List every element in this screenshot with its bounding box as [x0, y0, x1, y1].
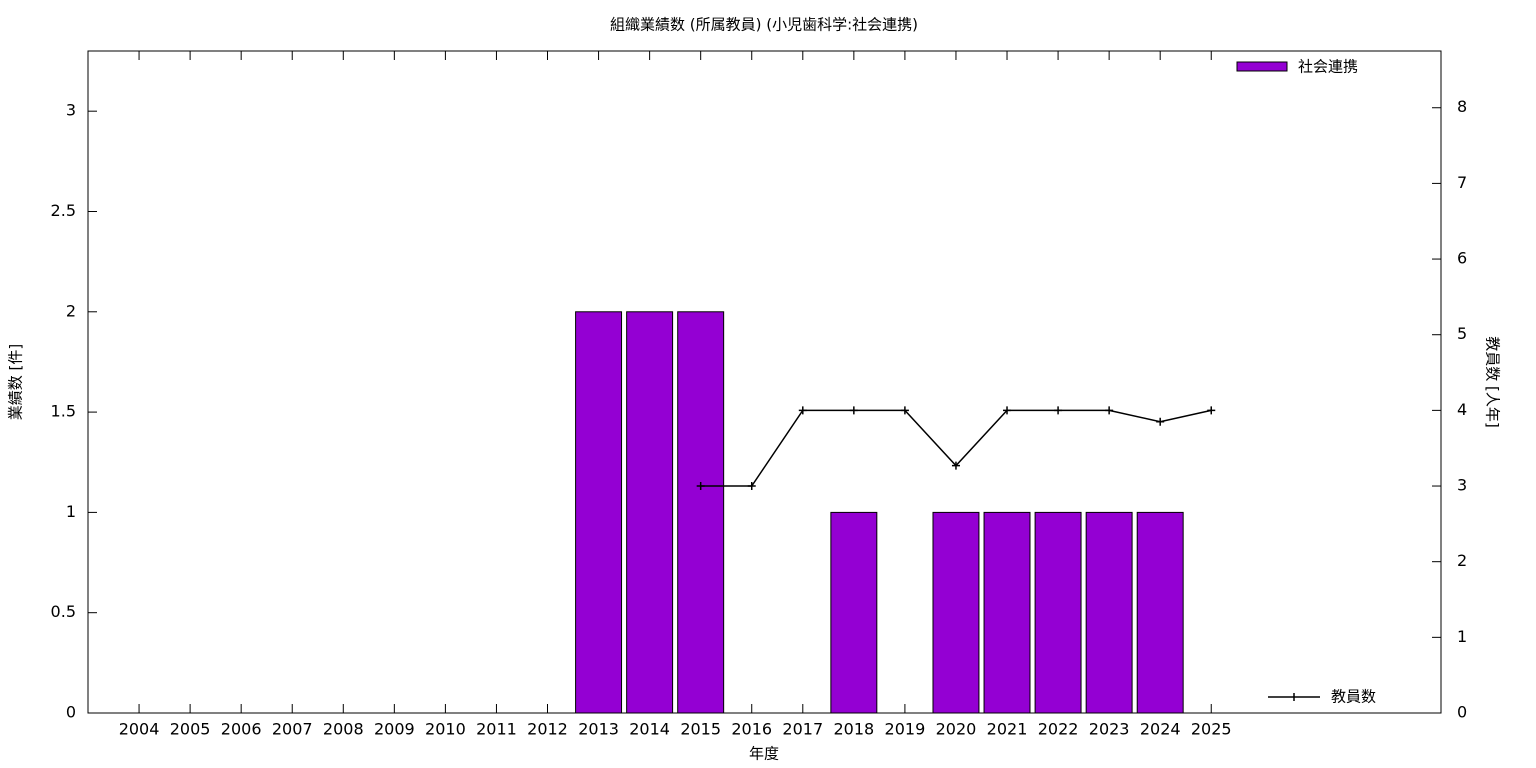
x-tick-label: 2011	[476, 720, 517, 739]
x-tick-label: 2021	[987, 720, 1028, 739]
point	[1156, 417, 1165, 426]
point	[1054, 406, 1063, 415]
x-tick-label: 2005	[170, 720, 211, 739]
bar	[626, 311, 674, 714]
y-tick-label: 2.5	[51, 201, 76, 220]
bar	[1085, 511, 1133, 714]
y-tick-label: 1.5	[51, 402, 76, 421]
point	[1207, 406, 1216, 415]
bar	[677, 311, 725, 714]
y-tick-label: 2	[66, 301, 76, 320]
plot-frame	[87, 50, 1442, 714]
point	[747, 482, 756, 491]
x-axis-title: 年度	[749, 745, 779, 763]
x-tick-label: 2023	[1089, 720, 1130, 739]
x-tick-label: 2022	[1038, 720, 1079, 739]
y2-tick-label: 3	[1457, 476, 1467, 495]
chart-title: 組織業績数 (所属教員) (小児歯科学:社会連携)	[610, 16, 918, 34]
y2-tick-label: 2	[1457, 551, 1467, 570]
bar	[1136, 511, 1184, 714]
bar	[1034, 511, 1082, 714]
y-tick-label: 3	[66, 101, 76, 120]
x-tick-label: 2009	[374, 720, 415, 739]
line	[700, 409, 1212, 487]
y2-tick-label: 4	[1457, 400, 1467, 419]
x-tick-label: 2010	[425, 720, 466, 739]
point	[951, 461, 960, 470]
x-tick-label: 2017	[782, 720, 823, 739]
x-tick-label: 2016	[731, 720, 772, 739]
y2-tick-label: 5	[1457, 324, 1467, 343]
x-tick-label: 2015	[680, 720, 721, 739]
x-tick-label: 2014	[629, 720, 670, 739]
y2-tick-label: 1	[1457, 627, 1467, 646]
x-tick-label: 2018	[833, 720, 874, 739]
y2-tick-label: 7	[1457, 173, 1467, 192]
y2-tick-label: 0	[1457, 703, 1467, 722]
x-tick-label: 2004	[119, 720, 160, 739]
point	[849, 406, 858, 415]
legend-swatch	[1236, 61, 1288, 72]
legend-label: 教員数	[1331, 688, 1376, 706]
x-tick-label: 2025	[1191, 720, 1232, 739]
x-tick-label: 2013	[578, 720, 619, 739]
y2-axis-title: 教員数 [人年]	[1484, 336, 1502, 427]
legend-line	[1268, 693, 1320, 701]
point	[1003, 406, 1012, 415]
point	[900, 406, 909, 415]
x-tick-label: 2006	[221, 720, 262, 739]
y-tick-label: 0.5	[51, 602, 76, 621]
bar	[983, 511, 1031, 714]
y-tick-label: 0	[66, 703, 76, 722]
point	[1105, 406, 1114, 415]
y-axis-title: 業績数 [件]	[7, 344, 25, 420]
point	[696, 482, 705, 491]
x-tick-label: 2007	[272, 720, 313, 739]
x-tick-label: 2019	[885, 720, 926, 739]
x-tick-label: 2008	[323, 720, 364, 739]
x-tick-label: 2020	[936, 720, 977, 739]
x-tick-label: 2012	[527, 720, 568, 739]
legend-label: 社会連携	[1298, 58, 1358, 76]
y2-tick-label: 6	[1457, 249, 1467, 268]
bar	[830, 511, 878, 714]
y-tick-label: 1	[66, 502, 76, 521]
bar	[932, 511, 980, 714]
y2-tick-label: 8	[1457, 97, 1467, 116]
x-tick-label: 2024	[1140, 720, 1181, 739]
bar	[575, 311, 623, 714]
point	[798, 406, 807, 415]
